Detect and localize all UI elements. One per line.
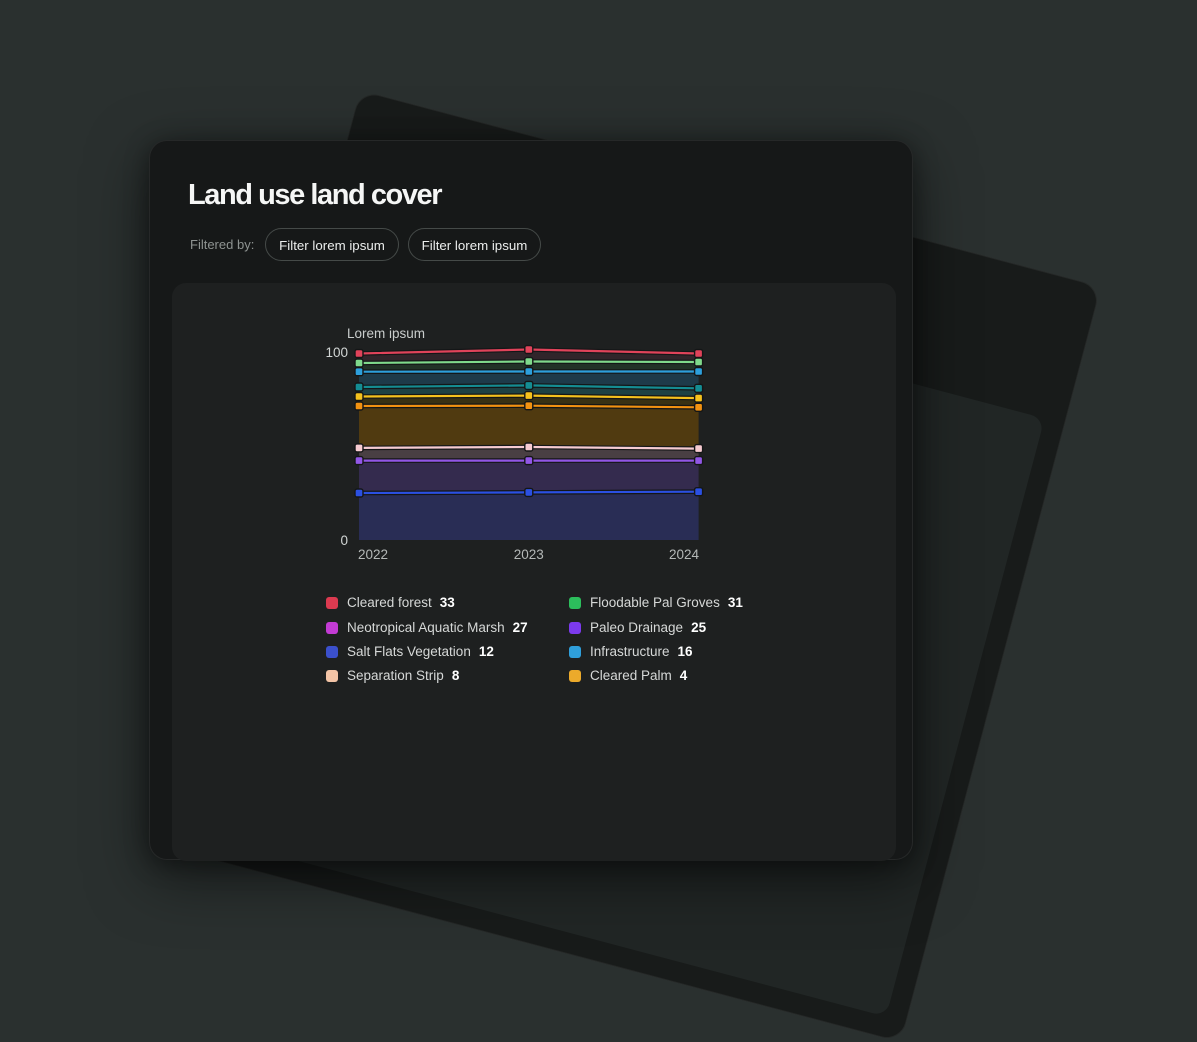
svg-text:2023: 2023 <box>514 547 544 562</box>
svg-text:100: 100 <box>325 345 348 360</box>
svg-text:0: 0 <box>340 533 348 548</box>
svg-text:Lorem ipsum: Lorem ipsum <box>347 326 425 341</box>
svg-text:2024: 2024 <box>669 547 700 562</box>
svg-text:2022: 2022 <box>358 547 388 562</box>
